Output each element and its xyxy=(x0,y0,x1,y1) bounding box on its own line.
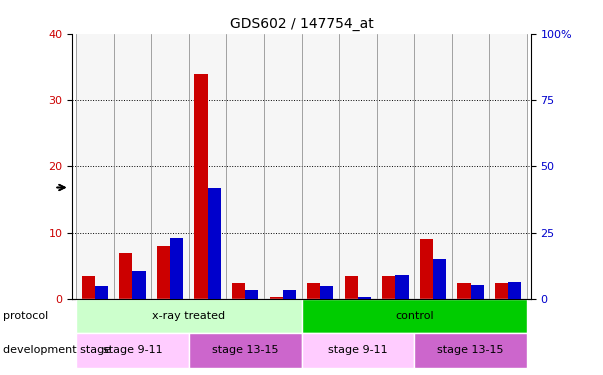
Bar xyxy=(95,286,108,299)
Text: stage 13-15: stage 13-15 xyxy=(437,345,504,355)
Bar xyxy=(226,34,264,299)
Bar xyxy=(508,282,521,299)
Bar xyxy=(339,34,377,299)
Bar xyxy=(302,34,339,299)
Bar xyxy=(119,253,133,299)
Bar xyxy=(377,34,414,299)
Bar xyxy=(207,188,221,299)
Bar xyxy=(358,297,371,299)
FancyBboxPatch shape xyxy=(302,333,414,368)
Bar xyxy=(433,260,446,299)
Bar xyxy=(76,34,114,299)
Bar xyxy=(382,276,396,299)
Bar xyxy=(157,246,170,299)
Bar xyxy=(396,275,409,299)
Bar xyxy=(414,34,452,299)
Bar xyxy=(489,34,527,299)
Bar xyxy=(270,297,283,299)
FancyBboxPatch shape xyxy=(302,299,527,333)
FancyBboxPatch shape xyxy=(189,333,302,368)
Bar xyxy=(283,290,296,299)
Text: protocol: protocol xyxy=(3,311,48,321)
Title: GDS602 / 147754_at: GDS602 / 147754_at xyxy=(230,17,373,32)
FancyBboxPatch shape xyxy=(76,333,189,368)
Bar xyxy=(458,283,470,299)
Bar xyxy=(452,34,489,299)
FancyBboxPatch shape xyxy=(76,299,302,333)
Text: stage 9-11: stage 9-11 xyxy=(103,345,162,355)
Bar xyxy=(320,286,333,299)
Bar xyxy=(470,285,484,299)
Bar xyxy=(307,283,320,299)
Bar xyxy=(82,276,95,299)
Text: x-ray treated: x-ray treated xyxy=(152,311,226,321)
Bar xyxy=(189,34,226,299)
Bar xyxy=(245,290,258,299)
Bar xyxy=(151,34,189,299)
Text: stage 9-11: stage 9-11 xyxy=(328,345,388,355)
Bar xyxy=(232,283,245,299)
Text: control: control xyxy=(395,311,434,321)
Bar xyxy=(264,34,302,299)
Bar xyxy=(114,34,151,299)
Text: development stage: development stage xyxy=(3,345,111,355)
Bar xyxy=(420,240,433,299)
Bar xyxy=(194,74,207,299)
FancyBboxPatch shape xyxy=(414,333,527,368)
Text: stage 13-15: stage 13-15 xyxy=(212,345,279,355)
Bar xyxy=(170,238,183,299)
Bar xyxy=(345,276,358,299)
Bar xyxy=(133,272,145,299)
Bar xyxy=(495,283,508,299)
